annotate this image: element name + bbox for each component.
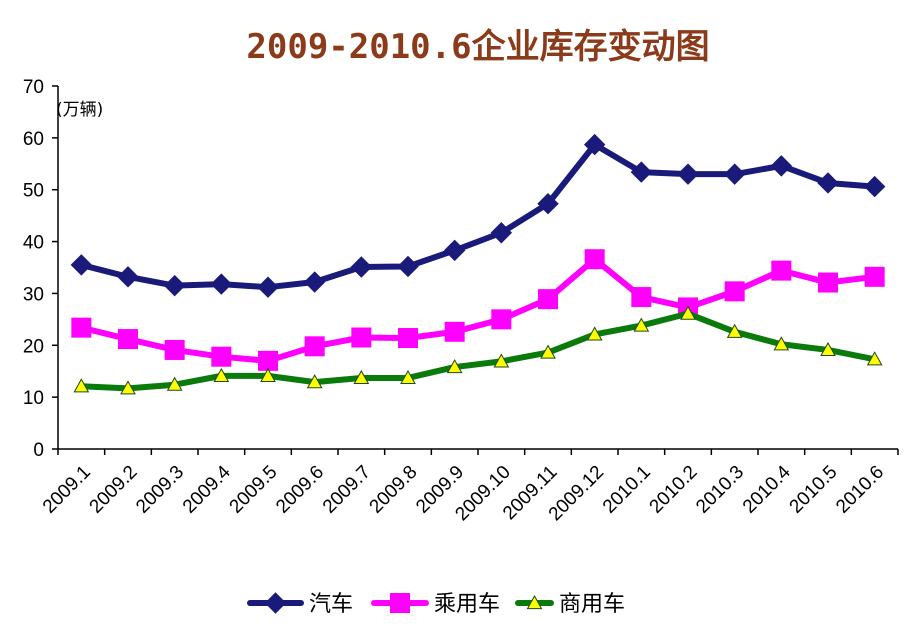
data-point-series-3	[866, 351, 883, 366]
data-point-series-1	[817, 172, 839, 194]
data-point-series-1	[70, 254, 93, 276]
series-line-2	[78, 256, 878, 364]
data-point-series-1	[443, 239, 466, 262]
data-point-series-1	[117, 266, 139, 288]
data-point-series-3	[353, 369, 370, 385]
data-point-series-3	[493, 353, 510, 368]
data-point-series-3	[213, 367, 230, 382]
plot-area: 010203040506070(万辆)2009.12009.22009.3200…	[23, 77, 899, 617]
legend-label: 商用车	[559, 592, 625, 617]
data-point-series-3	[726, 323, 743, 338]
data-point-series-1	[303, 271, 326, 293]
data-point-series-3	[306, 374, 323, 389]
data-point-series-1	[210, 273, 233, 295]
data-point-series-3	[680, 305, 696, 320]
data-point-series-1	[630, 161, 653, 183]
x-tick-label: 2009.7	[319, 462, 375, 518]
data-point-series-2	[631, 287, 652, 308]
y-tick-label: 20	[23, 336, 44, 357]
data-point-series-1	[770, 155, 793, 177]
x-tick-label: 2010.1	[599, 462, 655, 518]
y-tick-label: 70	[23, 77, 44, 98]
data-point-series-1	[537, 193, 559, 215]
y-unit-label: (万辆)	[56, 100, 103, 120]
data-point-series-2	[538, 289, 558, 310]
x-tick-label: 2009.2	[86, 462, 142, 518]
legend-swatch-marker	[526, 594, 543, 610]
x-tick-label: 2009.8	[366, 462, 422, 518]
x-tick-label: 2009.6	[272, 462, 328, 518]
x-tick-label: 2009.1	[39, 462, 95, 518]
legend-swatch-marker	[264, 592, 287, 614]
series-line-1	[78, 141, 878, 291]
data-point-series-3	[260, 367, 276, 382]
data-point-series-3	[400, 369, 416, 385]
x-tick-label: 2009.4	[179, 461, 235, 517]
data-point-series-2	[584, 249, 605, 270]
y-tick-label: 60	[23, 129, 44, 150]
x-tick-label: 2010.5	[786, 462, 842, 518]
chart-title: 2009-2010.6企业库存变动图	[246, 27, 709, 67]
y-tick-label: 0	[33, 440, 44, 461]
data-point-series-2	[864, 266, 885, 287]
x-tick-label: 2010.6	[832, 462, 888, 518]
data-point-series-3	[166, 376, 183, 391]
data-point-series-2	[724, 281, 745, 302]
data-point-series-1	[257, 276, 279, 298]
data-point-series-1	[863, 175, 886, 198]
data-point-series-3	[586, 326, 603, 341]
x-tick-label: 2010.2	[646, 462, 702, 518]
data-point-series-1	[677, 163, 699, 185]
legend-swatch-marker	[390, 593, 410, 613]
series-line-3	[78, 310, 878, 392]
data-point-series-1	[397, 255, 419, 278]
data-point-series-2	[491, 309, 512, 330]
y-tick-label: 30	[23, 284, 44, 305]
data-point-series-1	[350, 256, 373, 278]
x-tick-label: 2010.3	[692, 462, 748, 518]
data-point-series-2	[444, 321, 465, 342]
data-point-series-1	[583, 133, 606, 156]
x-tick-label: 2010.4	[739, 461, 795, 517]
data-point-series-2	[771, 260, 792, 281]
data-point-series-2	[351, 327, 372, 348]
data-point-series-2	[398, 328, 418, 349]
data-point-series-2	[818, 272, 838, 293]
x-tick-label: 2009.5	[226, 462, 282, 518]
data-point-series-1	[490, 222, 513, 244]
data-point-series-3	[540, 344, 556, 359]
data-point-series-2	[304, 336, 325, 357]
y-tick-label: 50	[23, 181, 44, 202]
data-point-series-3	[773, 336, 790, 351]
y-tick-label: 10	[23, 388, 44, 409]
data-point-series-2	[258, 350, 278, 371]
data-point-series-2	[164, 339, 185, 360]
data-point-series-3	[446, 359, 463, 374]
data-point-series-3	[73, 378, 90, 393]
y-tick-label: 40	[23, 233, 44, 254]
data-point-series-2	[211, 346, 232, 367]
data-point-series-2	[71, 317, 92, 338]
data-point-series-3	[820, 341, 836, 357]
x-tick-label: 2009.3	[132, 462, 188, 518]
data-point-series-1	[723, 163, 746, 185]
data-point-series-3	[633, 317, 650, 332]
legend-label: 汽车	[309, 592, 353, 617]
data-point-series-2	[118, 329, 138, 350]
data-point-series-1	[163, 274, 186, 297]
legend-label: 乘用车	[434, 592, 500, 617]
data-point-series-3	[120, 380, 136, 395]
